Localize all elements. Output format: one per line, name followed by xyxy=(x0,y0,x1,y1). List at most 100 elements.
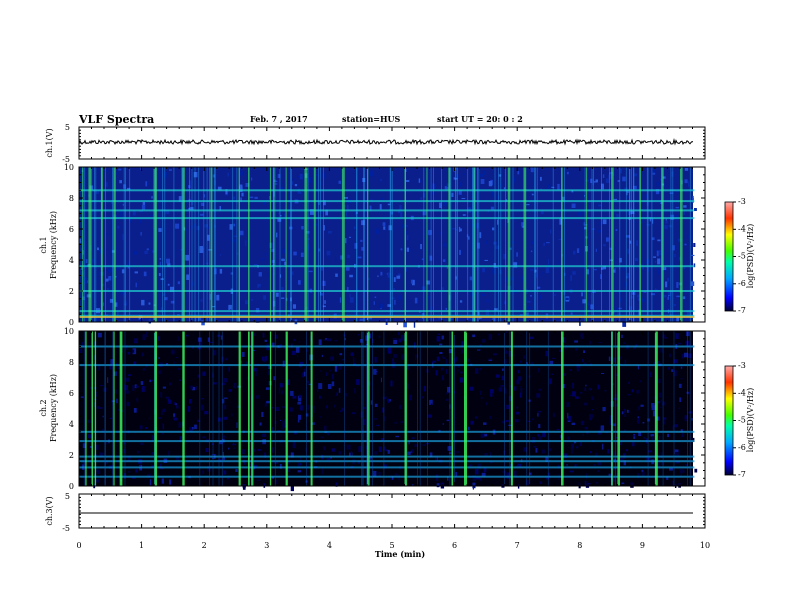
spectrogram-noise-cell xyxy=(318,339,322,345)
spectrogram-noise-cell xyxy=(343,347,346,350)
spectrogram-noise-cell xyxy=(380,438,384,442)
spectrogram-noise-cell xyxy=(161,433,164,435)
spectrogram-noise-cell xyxy=(243,459,246,465)
spectrogram-noise-cell xyxy=(632,290,636,295)
spectrogram-noise-cell xyxy=(180,251,184,257)
spectrogram-noise-cell xyxy=(653,256,656,258)
spectrogram-noise-cell xyxy=(426,280,430,285)
spectrogram-noise-cell xyxy=(613,229,617,233)
spectrogram-noise-cell xyxy=(123,442,126,445)
spectrogram-noise-cell xyxy=(686,391,689,394)
spectrogram-noise-cell xyxy=(346,287,349,292)
spectrogram-noise-cell xyxy=(541,272,545,275)
spectrogram-noise-cell xyxy=(256,276,259,278)
spectrogram-noise-cell xyxy=(308,270,313,273)
spectrogram-noise-cell xyxy=(376,424,380,427)
spectrogram-noise-cell xyxy=(303,371,306,377)
spectrogram-noise-cell xyxy=(655,260,656,263)
spectrogram-noise-cell xyxy=(339,353,343,356)
spectrogram-noise-cell xyxy=(636,240,638,246)
spectrogram-noise-cell xyxy=(420,197,423,200)
spectrogram-noise-cell xyxy=(228,367,230,372)
spectrogram-noise-cell xyxy=(168,450,170,456)
spectrogram-noise-cell xyxy=(472,334,476,338)
spectrogram-noise-cell xyxy=(595,452,598,458)
spectrogram-noise-cell xyxy=(438,193,442,198)
spectrogram-noise-cell xyxy=(597,470,600,473)
spectrogram-noise-cell xyxy=(79,238,82,243)
spectrogram-noise-cell xyxy=(636,389,640,394)
spectrogram-noise-cell xyxy=(627,248,629,254)
spectrogram-noise-cell xyxy=(197,374,200,378)
spectrogram-noise-cell xyxy=(540,210,544,215)
spectrogram-streak xyxy=(124,331,126,486)
spectrogram-noise-cell xyxy=(259,422,262,426)
spectrogram-noise-cell xyxy=(151,196,153,199)
spectrogram-noise-cell xyxy=(228,447,230,450)
spectrogram-band xyxy=(79,217,695,220)
x-axis-label: Time (min) xyxy=(375,549,425,559)
spectrogram-noise-cell xyxy=(321,168,325,171)
spectrogram-noise-cell xyxy=(630,482,634,488)
spectrogram-noise-cell xyxy=(189,426,193,432)
spectrogram-noise-cell xyxy=(571,443,574,449)
ch1-spec-ylabel: Frequency (kHz) xyxy=(49,211,58,279)
spectrogram-noise-cell xyxy=(547,472,551,477)
spectrogram-noise-cell xyxy=(412,279,415,286)
spectrogram-noise-cell xyxy=(414,342,416,349)
spectrogram-noise-cell xyxy=(483,467,487,473)
spectrogram-noise-cell xyxy=(587,483,591,485)
spectrogram-noise-cell xyxy=(490,393,493,397)
spectrogram-noise-cell xyxy=(296,355,299,357)
spectrogram-noise-cell xyxy=(235,247,240,253)
spectrogram-noise-cell xyxy=(261,356,265,361)
spectrogram-noise-cell xyxy=(400,269,403,275)
spectrogram-noise-cell xyxy=(332,373,334,380)
spectrogram-noise-cell xyxy=(252,172,256,178)
spectrogram-noise-cell xyxy=(582,358,584,362)
spectrogram-burst xyxy=(285,167,287,322)
spectrogram-noise-cell xyxy=(158,370,161,375)
spectrogram-noise-cell xyxy=(214,268,217,275)
spectrogram-noise-cell xyxy=(442,252,446,255)
spectrogram-noise-cell xyxy=(521,225,525,228)
spectrogram-noise-cell xyxy=(438,270,443,273)
spectrogram-noise-cell xyxy=(608,195,611,201)
y-tick-label: 8 xyxy=(69,358,74,367)
spectrogram-noise-cell xyxy=(576,446,579,449)
spectrogram-noise-cell xyxy=(633,185,637,190)
spectrogram-streak xyxy=(536,167,538,322)
spectrogram-noise-cell xyxy=(405,267,408,272)
spectrogram-noise-cell xyxy=(148,473,151,478)
spectrogram-noise-cell xyxy=(274,334,278,339)
spectrogram-noise-cell xyxy=(530,167,534,173)
spectrogram-noise-cell xyxy=(253,367,257,372)
spectrogram-noise-cell xyxy=(310,209,314,215)
spectrogram-noise-cell xyxy=(604,390,607,392)
spectrogram-noise-cell xyxy=(480,390,482,395)
spectrogram-noise-cell xyxy=(576,368,579,372)
spectrogram-noise-cell xyxy=(438,287,440,293)
spectrogram-streak xyxy=(94,167,95,322)
spectrogram-noise-cell xyxy=(200,459,203,461)
spectrogram-noise-cell xyxy=(495,245,500,250)
spectrogram-noise-cell xyxy=(475,224,478,229)
spectrogram-noise-cell xyxy=(455,472,458,477)
spectrogram-noise-cell xyxy=(136,397,139,402)
spectrogram-noise-cell xyxy=(257,283,261,288)
spectrogram-noise-cell xyxy=(448,349,453,354)
spectrogram-noise-cell xyxy=(472,482,476,489)
spectrogram-noise-cell xyxy=(474,416,478,419)
spectrogram-noise-cell xyxy=(602,443,604,450)
spectrogram-noise-cell xyxy=(119,180,122,184)
spectrogram-noise-cell xyxy=(305,447,307,453)
spectrogram-noise-cell xyxy=(211,372,214,378)
spectrogram-noise-cell xyxy=(177,281,180,285)
spectrogram-noise-cell xyxy=(170,349,175,355)
spectrogram-noise-cell xyxy=(133,408,137,413)
spectrogram-noise-cell xyxy=(587,302,589,306)
spectrogram-noise-cell xyxy=(481,472,486,477)
spectrogram-noise-cell xyxy=(526,204,530,206)
spectrogram-noise-cell xyxy=(132,349,135,353)
spectrogram-noise-cell xyxy=(261,411,264,417)
